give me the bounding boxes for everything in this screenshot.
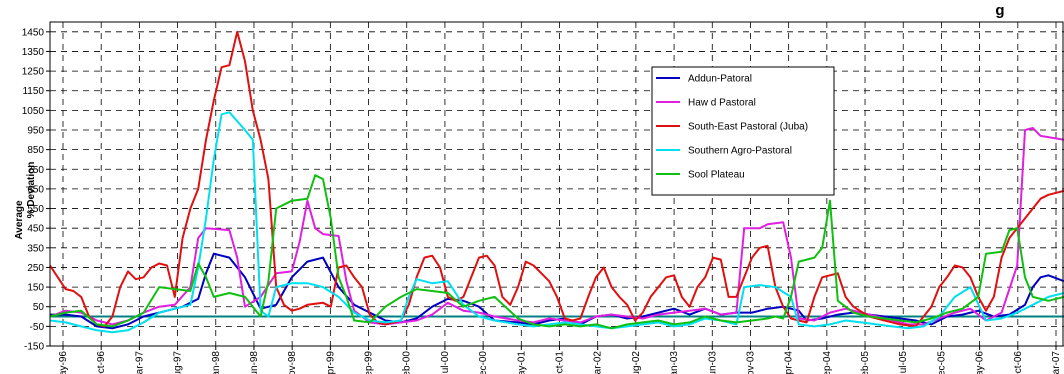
legend-label: Haw d Pastoral [688,98,756,109]
x-tick-label: Feb-00 [402,351,413,374]
x-tick-label: Apr-04 [784,351,795,374]
x-tick-label: Aug-97 [173,351,184,374]
x-tick-label: May-06 [975,351,986,374]
x-axis: May-96 Oct-96 Mar-97 Aug-97 Jan-98 Jun-98 Nov-… [58,346,1062,374]
y-tick-label: 50 [33,302,45,313]
x-tick-label: Jul-05 [898,351,909,374]
y-tick-label: -50 [30,322,45,333]
plot-frame [49,21,1064,347]
x-tick-label: Sep-99 [364,351,375,374]
series-line-3 [49,111,1064,334]
x-tick-label: Jan-98 [211,351,222,374]
y-axis: -150 -50 50 150 250 350 450 550 650 750 850 950 1050… [22,27,50,353]
x-tick-label: Mar-97 [134,351,145,374]
x-tick-label: Oct-96 [96,351,107,374]
y-tick-label: 250 [27,263,44,274]
x-tick-label: Mar-07 [1051,351,1062,374]
chart-title: g [995,2,1004,19]
y-tick-label: 1250 [22,67,45,78]
x-tick-label: Aug-02 [631,351,642,374]
x-tick-label: May-01 [516,351,527,374]
x-tick-label: Apr-99 [325,351,336,374]
y-tick-label: 850 [27,145,44,156]
x-tick-label: Dec-00 [478,351,489,374]
x-tick-label: May-96 [58,351,69,374]
y-tick-label: 450 [27,224,44,235]
y-tick-label: 1450 [22,27,45,38]
legend-label: Southern Agro-Pastoral [688,146,792,157]
legend-box [651,66,835,196]
x-tick-label: Jun-98 [249,351,260,374]
x-tick-label: Sep-04 [822,351,833,374]
y-tick-label: 1350 [22,47,45,58]
x-tick-label: Feb-05 [860,351,871,374]
x-tick-label: Jan-03 [669,351,680,374]
y-tick-label: 350 [27,243,44,254]
y-tick-label: 1050 [22,106,45,117]
x-tick-label: Nov-03 [745,351,756,374]
x-tick-label: Mar-02 [593,351,604,374]
y-tick-label: 1150 [22,86,44,97]
x-tick-label: Jun-03 [707,351,718,374]
legend-label: Addun-Patoral [688,74,752,85]
legend: Addun-Patoral Haw d Pastoral South-East Pa… [651,66,835,196]
legend-label: Sool Plateau [688,170,745,181]
x-tick-label: Oct-01 [555,351,566,374]
y-tick-label: 150 [27,283,44,294]
series-lines [49,30,1064,334]
y-tick-label: 550 [27,204,44,215]
legend-label: South-East Pastoral (Juba) [688,122,808,133]
y-axis-label-line2: % Deviation [26,162,37,219]
series-line-4 [49,174,1064,330]
x-tick-label: Oct-06 [1013,351,1024,374]
x-tick-label: Nov-98 [287,351,298,374]
y-tick-label: 750 [27,165,44,176]
x-tick-label: Jul-00 [440,351,451,374]
y-tick-label: 650 [27,184,44,195]
y-axis-label-line1: Average [14,200,25,240]
y-tick-label: 950 [27,126,44,137]
series-line-2 [49,30,1064,328]
y-tick-label: -150 [24,342,44,353]
x-tick-label: Dec-05 [936,351,947,374]
